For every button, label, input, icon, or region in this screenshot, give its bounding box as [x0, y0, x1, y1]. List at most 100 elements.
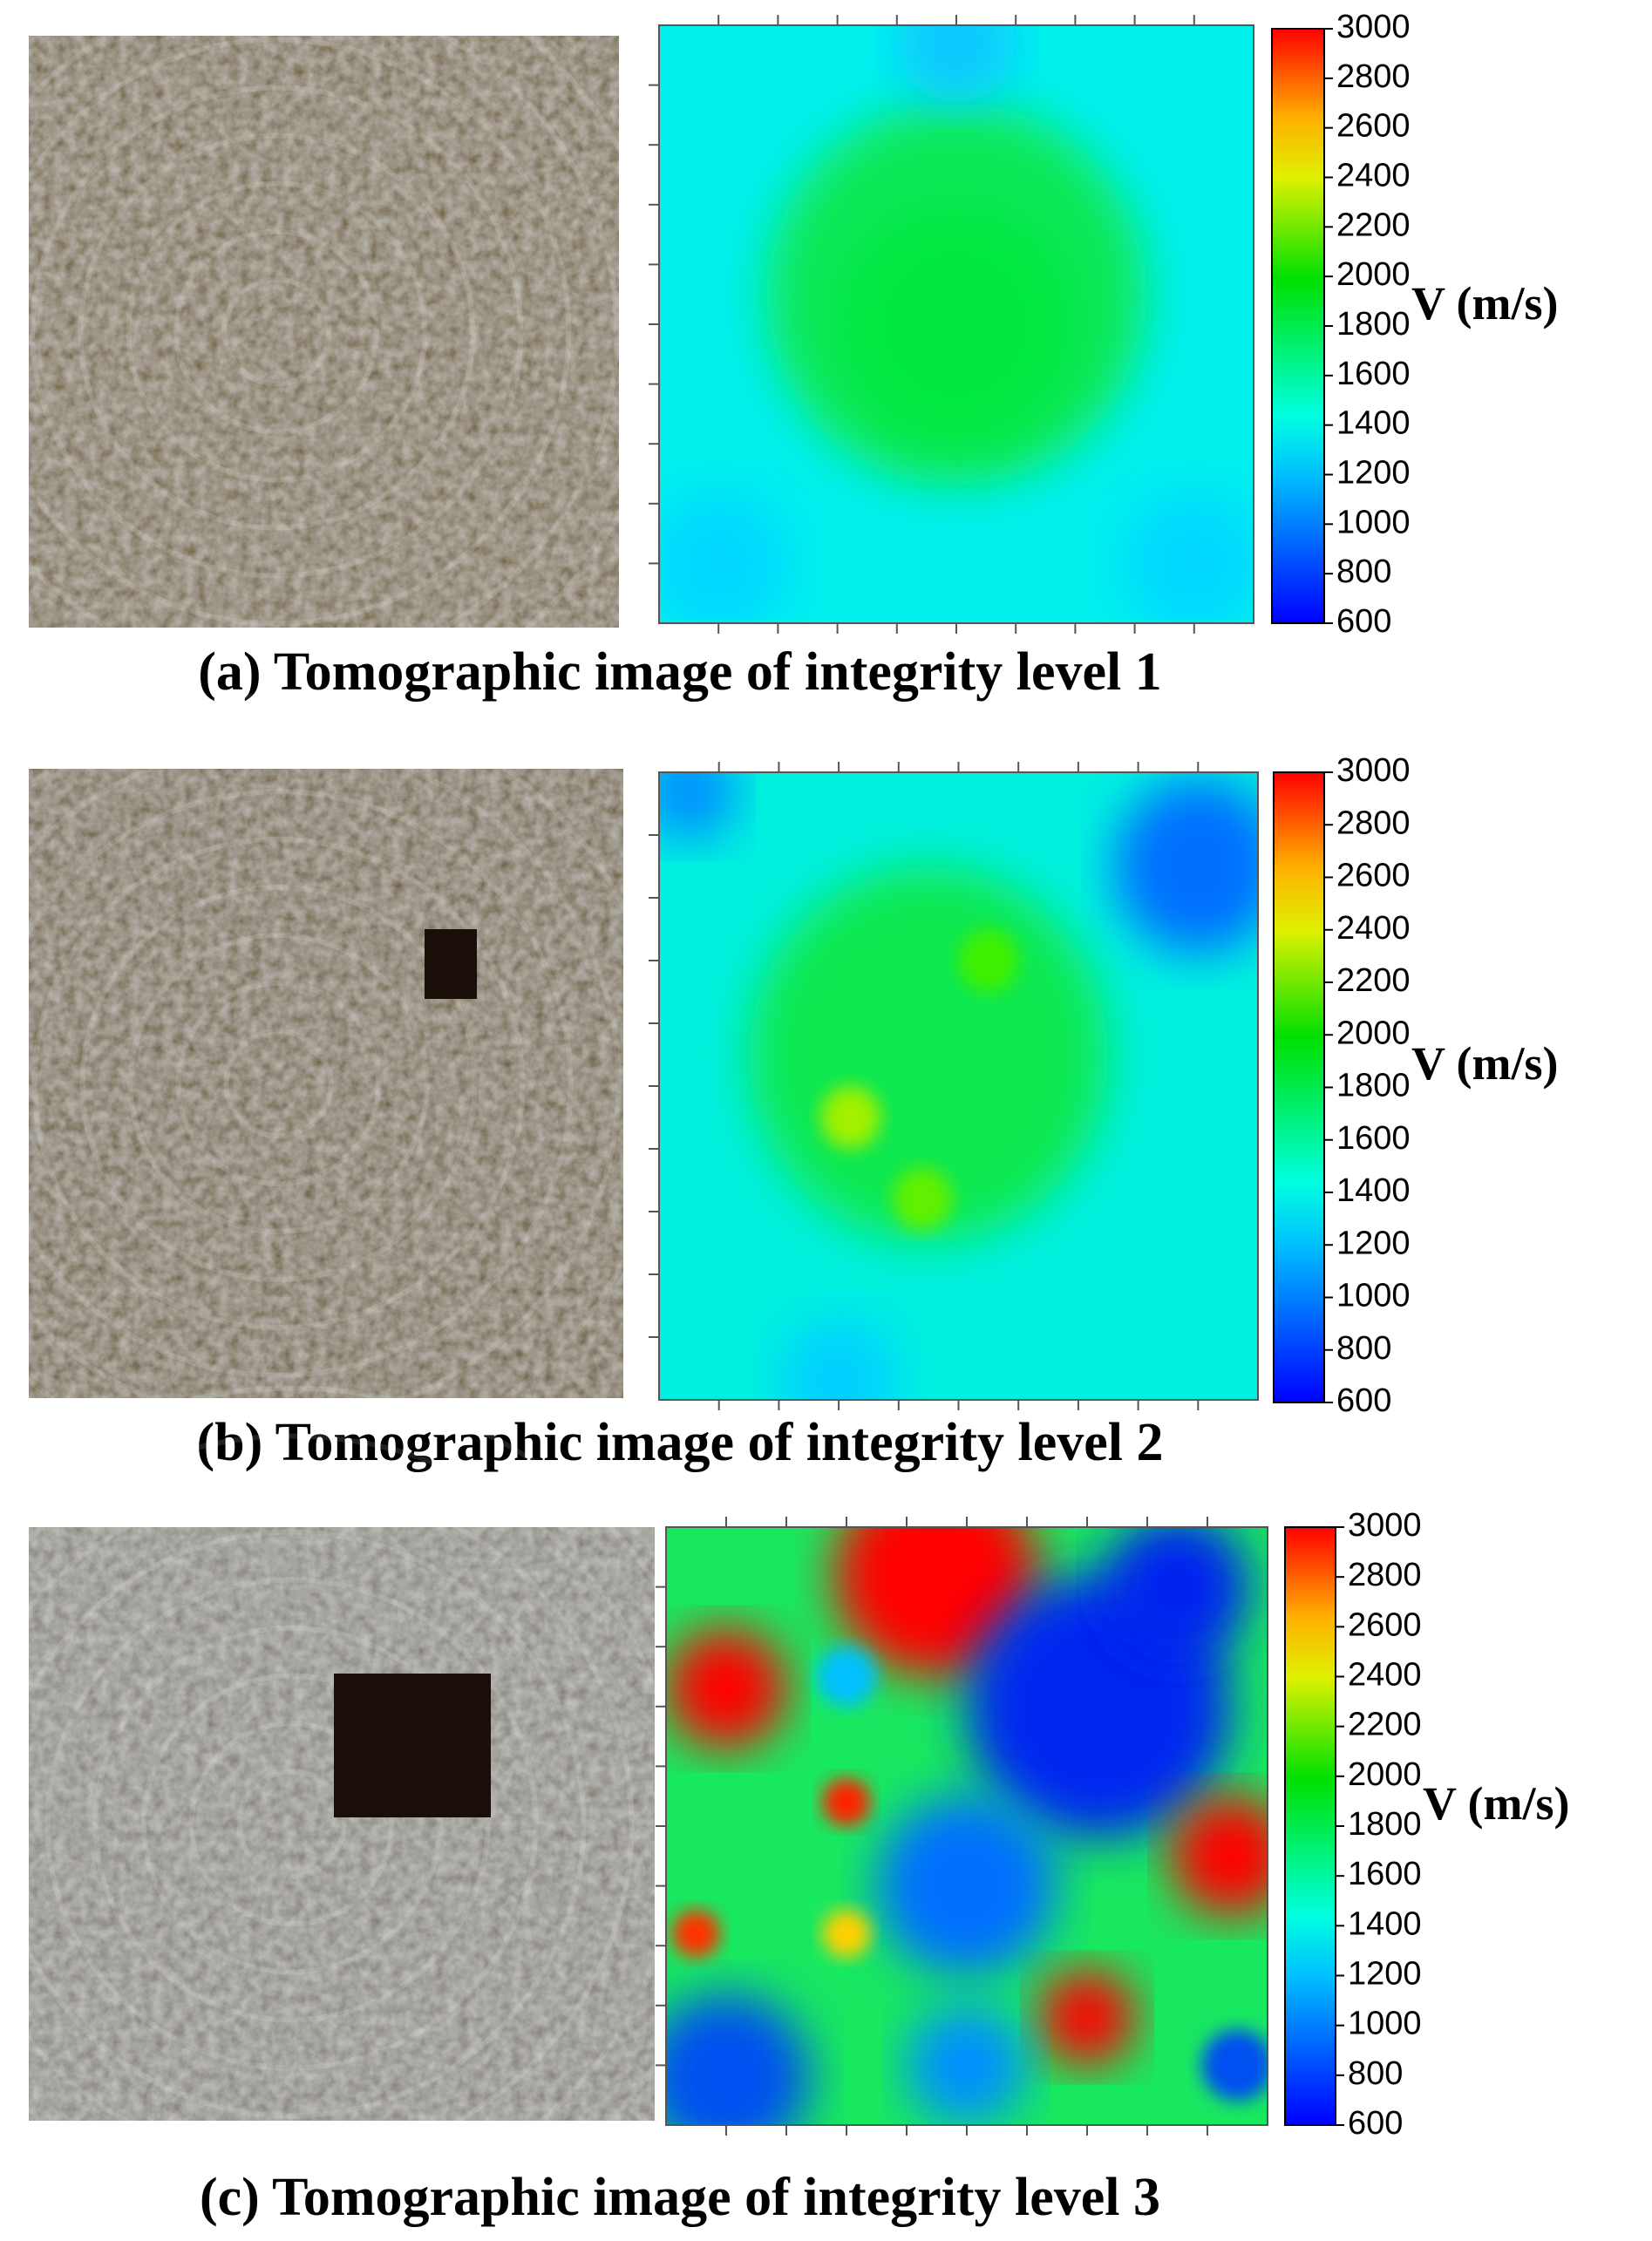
heatmap-blob	[666, 1993, 811, 2125]
photo-ring	[0, 0, 620, 675]
heatmap-blob	[1122, 492, 1254, 623]
colorbar-tick-label: 1400	[1348, 1905, 1422, 1942]
colorbar	[1284, 1526, 1336, 2126]
photo-ring	[126, 180, 428, 483]
colorbar-label: V (m/s)	[1411, 277, 1559, 329]
colorbar-tick-label: 2800	[1336, 805, 1411, 841]
photo-ring	[78, 132, 476, 531]
heatmap-blob	[907, 2005, 1027, 2125]
heatmap-blob	[1105, 1527, 1250, 1659]
photo-ring	[173, 228, 380, 435]
colorbar-tick-label: 800	[1348, 2055, 1403, 2092]
colorbar-tick-label: 800	[1336, 1330, 1391, 1367]
colorbar-tick-label: 2400	[1336, 910, 1411, 947]
heatmap-blob	[778, 1318, 899, 1400]
photo-ring	[0, 789, 574, 1378]
heatmap	[666, 1527, 1268, 2125]
colorbar-tick-label: 1200	[1336, 455, 1411, 492]
heatmap-blob	[671, 1910, 721, 1958]
heatmap-blob	[958, 929, 1019, 992]
colorbar-tick-label: 3000	[1336, 9, 1411, 45]
photo-ring	[31, 837, 526, 1330]
heatmap-blob	[876, 1796, 1057, 1976]
colorbar-tick-label: 2800	[1348, 1557, 1422, 1593]
photo-ring	[127, 933, 430, 1234]
heatmap-blob	[666, 1628, 786, 1749]
heatmap	[659, 772, 1258, 1400]
colorbar-tick-label: 2000	[1348, 1756, 1422, 1793]
photo-ring	[0, 1481, 635, 2167]
heatmap-blob	[892, 1167, 953, 1231]
colorbar-tick-label: 2600	[1336, 108, 1411, 145]
heatmap-blob	[896, 25, 1016, 104]
heatmap-blob	[1171, 1796, 1268, 1916]
caption: (b) Tomographic image of integrity level…	[197, 1413, 1164, 1472]
photo-ring	[79, 885, 478, 1282]
photo-hole	[425, 929, 477, 999]
caption: (c) Tomographic image of integrity level…	[200, 2168, 1160, 2227]
colorbar-tick-label: 2200	[1348, 1707, 1422, 1743]
photo	[29, 769, 623, 1398]
colorbar-tick-label: 600	[1336, 1382, 1391, 1419]
heatmap-blob	[837, 204, 1076, 445]
colorbar-tick-label: 1600	[1336, 1120, 1411, 1157]
colorbar-label: V (m/s)	[1423, 1777, 1570, 1830]
colorbar-tick-label: 800	[1336, 553, 1391, 590]
photo	[29, 36, 619, 628]
heatmap-blob	[659, 492, 791, 623]
colorbar-tick-label: 1800	[1336, 306, 1411, 343]
colorbar-tick-label: 600	[1336, 603, 1391, 640]
photo-ring	[0, 1529, 587, 2119]
colorbar-tick-label: 2400	[1336, 158, 1411, 194]
colorbar-tick-label: 2000	[1336, 1015, 1411, 1051]
photo-ring	[221, 276, 332, 387]
colorbar-tick-label: 1400	[1336, 1172, 1411, 1209]
heatmap-blob	[1114, 778, 1258, 954]
photo-ring	[30, 85, 524, 579]
colorbar-tick-label: 1000	[1336, 1278, 1411, 1314]
colorbar	[1273, 771, 1325, 1403]
colorbar	[1271, 28, 1325, 624]
colorbar-tick-label: 600	[1348, 2105, 1403, 2142]
colorbar-tick-label: 1800	[1336, 1068, 1411, 1104]
photo-ring	[223, 1029, 334, 1138]
photo-ring	[236, 1769, 347, 1879]
colorbar-tick-label: 1600	[1336, 356, 1411, 392]
heatmap-blob	[659, 772, 738, 842]
colorbar-tick-label: 2600	[1348, 1606, 1422, 1643]
heatmap-blob	[822, 1778, 871, 1826]
colorbar-tick-label: 1800	[1348, 1806, 1422, 1843]
photo-ring	[188, 1721, 395, 1927]
photo-ring	[92, 1625, 491, 2023]
heatmap-blob	[822, 1910, 871, 1958]
colorbar-tick-label: 3000	[1336, 752, 1411, 789]
colorbar-tick-label: 3000	[1348, 1507, 1422, 1544]
caption: (a) Tomographic image of integrity level…	[198, 642, 1162, 702]
colorbar-tick-label: 1000	[1348, 2006, 1422, 2042]
photo	[29, 1527, 655, 2121]
heatmap-blob	[816, 1647, 877, 1707]
photo-ring	[0, 741, 622, 1426]
photo-ring	[175, 981, 382, 1186]
colorbar-tick-label: 2400	[1348, 1657, 1422, 1694]
colorbar-tick-label: 1000	[1336, 504, 1411, 540]
photo-ring	[44, 1577, 539, 2071]
colorbar-tick-label: 1200	[1348, 1956, 1422, 1993]
colorbar-tick-label: 2800	[1336, 58, 1411, 95]
colorbar-tick-label: 2200	[1336, 207, 1411, 243]
heatmap-blob	[820, 1086, 881, 1149]
photo-ring	[0, 37, 572, 627]
colorbar-tick-label: 1400	[1336, 405, 1411, 442]
colorbar-label: V (m/s)	[1411, 1037, 1559, 1090]
colorbar-tick-label: 1600	[1348, 1856, 1422, 1892]
colorbar-tick-label: 2000	[1336, 256, 1411, 293]
colorbar-tick-label: 2200	[1336, 962, 1411, 999]
colorbar-tick-label: 2600	[1336, 858, 1411, 894]
heatmap-blob	[1038, 1969, 1136, 2066]
photo-ring	[140, 1673, 443, 1975]
colorbar-tick-label: 1200	[1336, 1225, 1411, 1261]
photo-hole	[334, 1674, 491, 1817]
heatmap-blob	[1201, 2029, 1268, 2102]
heatmap	[659, 25, 1254, 623]
